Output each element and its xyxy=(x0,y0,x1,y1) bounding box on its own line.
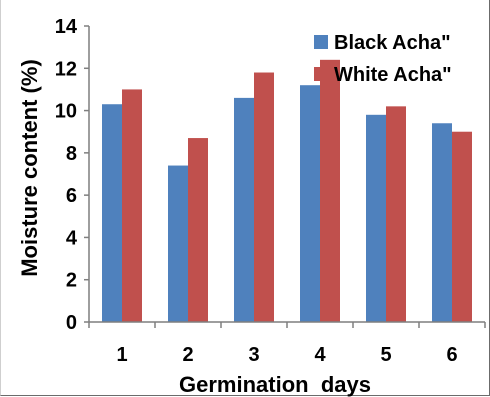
x-tick-label: 4 xyxy=(314,344,326,366)
axes-group xyxy=(84,25,486,328)
x-tick-label: 6 xyxy=(446,344,457,366)
y-tick-label: 0 xyxy=(66,312,77,334)
y-tick-label: 8 xyxy=(66,143,77,165)
y-axis-title: Moisture content (%) xyxy=(17,59,42,277)
y-tick-label: 10 xyxy=(55,101,77,123)
y-tick-label: 2 xyxy=(66,270,77,292)
y-tick-label: 14 xyxy=(55,16,78,38)
bar-series2-day4 xyxy=(320,59,340,322)
bars-group xyxy=(102,59,472,322)
x-tick-label: 1 xyxy=(116,344,127,366)
x-tick-labels: 1 2 3 4 5 6 xyxy=(116,344,457,366)
y-tick-labels: 0 2 4 6 8 10 12 14 xyxy=(55,16,78,334)
bar-series1-day5 xyxy=(366,114,386,322)
y-tick-label: 6 xyxy=(66,185,77,207)
y-tick-label: 12 xyxy=(55,58,77,80)
bar-series2-day5 xyxy=(386,106,406,322)
legend-label-series2: White Acha" xyxy=(334,64,452,86)
bar-series2-day6 xyxy=(452,131,472,322)
x-tick-label: 3 xyxy=(248,344,259,366)
bar-series1-day6 xyxy=(432,123,452,322)
bar-series1-day3 xyxy=(234,97,254,322)
bar-series2-day1 xyxy=(122,89,142,322)
legend-swatch-series2 xyxy=(314,67,328,81)
bar-series2-day3 xyxy=(254,72,274,322)
x-tick-label: 5 xyxy=(380,344,391,366)
x-tick-label: 2 xyxy=(182,344,193,366)
bar-series1-day2 xyxy=(168,165,188,322)
legend-swatch-series1 xyxy=(314,35,328,49)
y-tick-label: 4 xyxy=(66,227,78,249)
x-axis-title: Germination days xyxy=(179,372,371,397)
legend-label-series1: Black Acha" xyxy=(334,32,451,54)
bar-series1-day4 xyxy=(300,85,320,322)
bar-series1-day1 xyxy=(102,104,122,322)
legend: Black Acha" White Acha" xyxy=(314,32,452,86)
bar-series2-day2 xyxy=(188,138,208,322)
